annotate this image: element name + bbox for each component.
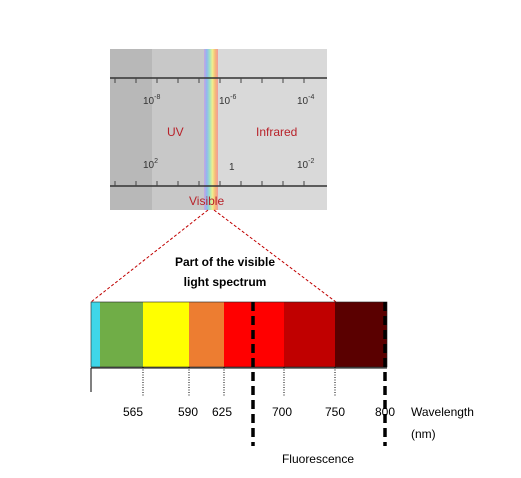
visible-label: Visible [189, 194, 224, 208]
spectrum-band [100, 302, 143, 367]
bottom-ticks [114, 181, 305, 186]
axis-label-unit: (nm) [411, 427, 436, 441]
tick-label-750: 750 [325, 405, 345, 419]
scale-bottom-label-1: 1 [229, 162, 235, 173]
tick-label-565: 565 [123, 405, 143, 419]
scale-bottom-label-2: 10-2 [297, 158, 314, 171]
wavelength-tick-labels: 565 590 625 700 750 800 [123, 405, 395, 419]
uv-label: UV [167, 125, 184, 139]
spectrum-band [91, 302, 100, 367]
infrared-label: Infrared [256, 125, 297, 139]
spectrum-band [284, 302, 335, 367]
shaded-region-dark [110, 49, 152, 210]
visible-band [204, 49, 218, 210]
scale-top-label-1: 10-6 [219, 94, 236, 107]
visible-spectrum-strip [90, 301, 388, 368]
tick-label-590: 590 [178, 405, 198, 419]
spectrum-band [143, 302, 189, 367]
spectrum-band [189, 302, 224, 367]
callout-title-line2: light spectrum [184, 275, 267, 289]
scale-top-label-2: 10-4 [297, 94, 314, 107]
callout-title-line1: Part of the visible [175, 255, 275, 269]
spectrum-band [224, 302, 253, 367]
zoom-line-right [213, 209, 337, 303]
em-spectrum-chart: 10-8 10-6 10-4 102 1 10-2 UV Infrared Vi… [110, 49, 327, 210]
scale-top-label-0: 10-8 [143, 94, 160, 107]
top-ticks [114, 78, 305, 83]
wavelength-tick-lines [142, 367, 336, 396]
scale-bottom-label-0: 102 [143, 158, 158, 171]
spectrum-band [253, 302, 284, 367]
fluorescence-label: Fluorescence [282, 452, 354, 466]
tick-label-625: 625 [212, 405, 232, 419]
spectrum-border [90, 301, 388, 368]
spectrum-band [335, 302, 387, 367]
tick-label-700: 700 [272, 405, 292, 419]
tick-label-800: 800 [375, 405, 395, 419]
axis-label-wavelength: Wavelength [411, 405, 474, 419]
